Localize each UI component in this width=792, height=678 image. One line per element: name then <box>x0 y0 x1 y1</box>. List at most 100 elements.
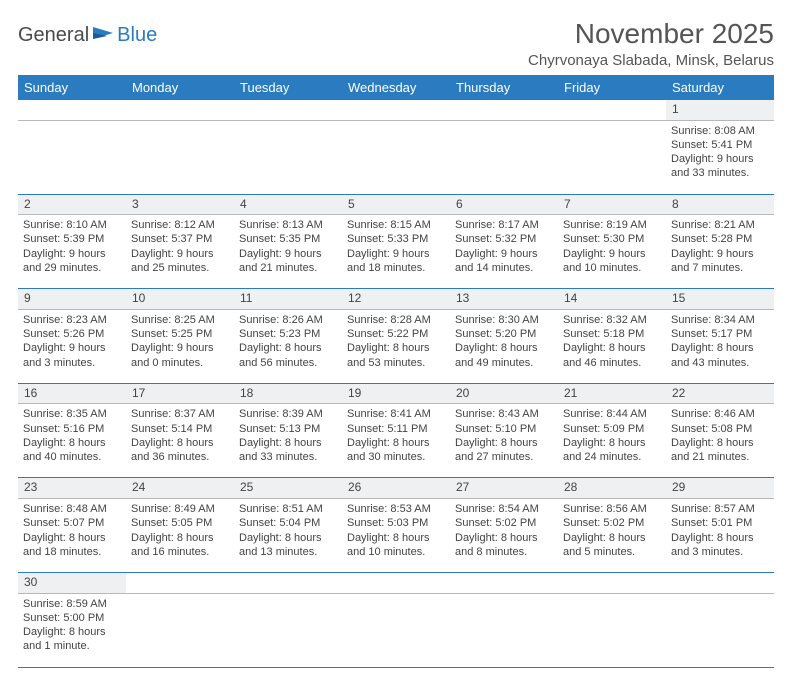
day1-line: Daylight: 9 hours <box>131 247 229 261</box>
sunrise-line: Sunrise: 8:53 AM <box>347 502 445 516</box>
day-number: 9 <box>18 289 126 310</box>
sunset-line: Sunset: 5:08 PM <box>671 422 769 436</box>
sunset-line: Sunset: 5:14 PM <box>131 422 229 436</box>
day1-line: Daylight: 8 hours <box>671 531 769 545</box>
week-row: Sunrise: 8:48 AMSunset: 5:07 PM Daylight:… <box>18 498 774 572</box>
sunrise-line: Sunrise: 8:25 AM <box>131 313 229 327</box>
sunrise-line: Sunrise: 8:10 AM <box>23 218 121 232</box>
day2-line: and 40 minutes. <box>23 450 121 464</box>
day2-line: and 53 minutes. <box>347 356 445 370</box>
day2-line: and 1 minute. <box>23 639 121 653</box>
day2-line: and 18 minutes. <box>347 261 445 275</box>
day1-line: Daylight: 8 hours <box>347 436 445 450</box>
day-number: 26 <box>342 478 450 499</box>
day-number: 25 <box>234 478 342 499</box>
day-number: 22 <box>666 383 774 404</box>
sunrise-line: Sunrise: 8:08 AM <box>671 124 769 138</box>
day1-line: Daylight: 9 hours <box>455 247 553 261</box>
sunset-line: Sunset: 5:07 PM <box>23 516 121 530</box>
day1-line: Daylight: 8 hours <box>455 436 553 450</box>
header-row: General Blue November 2025 Chyrvonaya Sl… <box>18 18 774 69</box>
day-cell: Sunrise: 8:15 AMSunset: 5:33 PMDaylight:… <box>342 215 450 289</box>
week-row: Sunrise: 8:35 AMSunset: 5:16 PMDaylight:… <box>18 404 774 478</box>
day2-line: and 16 minutes. <box>131 545 229 559</box>
day1-line: Daylight: 8 hours <box>23 625 121 639</box>
day-cell <box>666 593 774 667</box>
day-header: Tuesday <box>234 75 342 100</box>
day-cell: Sunrise: 8:46 AMSunset: 5:08 PMDaylight:… <box>666 404 774 478</box>
day-number <box>342 572 450 593</box>
day-cell: Sunrise: 8:48 AMSunset: 5:07 PMDaylight:… <box>18 498 126 572</box>
day-cell <box>558 593 666 667</box>
day-number <box>234 100 342 120</box>
day-header: Thursday <box>450 75 558 100</box>
sunset-line: Sunset: 5:28 PM <box>671 232 769 246</box>
day-number <box>342 100 450 120</box>
sunset-line: Sunset: 5:01 PM <box>671 516 769 530</box>
sunset-line: Sunset: 5:23 PM <box>239 327 337 341</box>
week-row: Sunrise: 8:23 AMSunset: 5:26 PMDaylight:… <box>18 309 774 383</box>
day-cell: Sunrise: 8:26 AMSunset: 5:23 PMDaylight:… <box>234 309 342 383</box>
day-number: 11 <box>234 289 342 310</box>
day-cell: Sunrise: 8:10 AMSunset: 5:39 PMDaylight:… <box>18 215 126 289</box>
day2-line: and 21 minutes. <box>671 450 769 464</box>
sunset-line: Sunset: 5:22 PM <box>347 327 445 341</box>
day-number <box>450 572 558 593</box>
sunset-line: Sunset: 5:32 PM <box>455 232 553 246</box>
day-cell: Sunrise: 8:54 AMSunset: 5:02 PMDaylight:… <box>450 498 558 572</box>
day-number: 19 <box>342 383 450 404</box>
day-cell: Sunrise: 8:21 AMSunset: 5:28 PMDaylight:… <box>666 215 774 289</box>
sunset-line: Sunset: 5:09 PM <box>563 422 661 436</box>
sunset-line: Sunset: 5:35 PM <box>239 232 337 246</box>
sunset-line: Sunset: 5:00 PM <box>23 611 121 625</box>
day2-line: and 29 minutes. <box>23 261 121 275</box>
day-cell: Sunrise: 8:08 AMSunset: 5:41 PMDaylight:… <box>666 120 774 194</box>
day1-line: Daylight: 8 hours <box>671 436 769 450</box>
sunrise-line: Sunrise: 8:21 AM <box>671 218 769 232</box>
day-cell: Sunrise: 8:59 AMSunset: 5:00 PMDaylight:… <box>18 593 126 667</box>
day-number: 30 <box>18 572 126 593</box>
sunset-line: Sunset: 5:04 PM <box>239 516 337 530</box>
day1-line: Daylight: 8 hours <box>563 436 661 450</box>
day1-line: Daylight: 9 hours <box>23 247 121 261</box>
day-cell: Sunrise: 8:30 AMSunset: 5:20 PMDaylight:… <box>450 309 558 383</box>
day-cell: Sunrise: 8:53 AMSunset: 5:03 PMDaylight:… <box>342 498 450 572</box>
sunset-line: Sunset: 5:05 PM <box>131 516 229 530</box>
day1-line: Daylight: 8 hours <box>239 341 337 355</box>
day-number <box>126 100 234 120</box>
day-number <box>558 572 666 593</box>
week-row: Sunrise: 8:08 AMSunset: 5:41 PMDaylight:… <box>18 120 774 194</box>
sunrise-line: Sunrise: 8:41 AM <box>347 407 445 421</box>
daynum-row: 2345678 <box>18 194 774 215</box>
day2-line: and 13 minutes. <box>239 545 337 559</box>
sunrise-line: Sunrise: 8:28 AM <box>347 313 445 327</box>
day-cell: Sunrise: 8:35 AMSunset: 5:16 PMDaylight:… <box>18 404 126 478</box>
day-number: 12 <box>342 289 450 310</box>
day-cell: Sunrise: 8:25 AMSunset: 5:25 PMDaylight:… <box>126 309 234 383</box>
day-number: 18 <box>234 383 342 404</box>
sunrise-line: Sunrise: 8:34 AM <box>671 313 769 327</box>
day-number: 14 <box>558 289 666 310</box>
day2-line: and 25 minutes. <box>131 261 229 275</box>
sunrise-line: Sunrise: 8:48 AM <box>23 502 121 516</box>
day-cell <box>450 120 558 194</box>
day2-line: and 33 minutes. <box>671 166 769 180</box>
day2-line: and 3 minutes. <box>671 545 769 559</box>
day-number <box>18 100 126 120</box>
daynum-row: 30 <box>18 572 774 593</box>
sunrise-line: Sunrise: 8:37 AM <box>131 407 229 421</box>
day-number: 24 <box>126 478 234 499</box>
day-number: 7 <box>558 194 666 215</box>
day2-line: and 5 minutes. <box>563 545 661 559</box>
day1-line: Daylight: 8 hours <box>347 531 445 545</box>
day-cell: Sunrise: 8:56 AMSunset: 5:02 PMDaylight:… <box>558 498 666 572</box>
day-cell: Sunrise: 8:32 AMSunset: 5:18 PMDaylight:… <box>558 309 666 383</box>
sunrise-line: Sunrise: 8:35 AM <box>23 407 121 421</box>
sunrise-line: Sunrise: 8:39 AM <box>239 407 337 421</box>
sunset-line: Sunset: 5:02 PM <box>455 516 553 530</box>
day-cell: Sunrise: 8:51 AMSunset: 5:04 PMDaylight:… <box>234 498 342 572</box>
day-cell: Sunrise: 8:13 AMSunset: 5:35 PMDaylight:… <box>234 215 342 289</box>
day-number: 29 <box>666 478 774 499</box>
day1-line: Daylight: 8 hours <box>671 341 769 355</box>
day-number <box>558 100 666 120</box>
